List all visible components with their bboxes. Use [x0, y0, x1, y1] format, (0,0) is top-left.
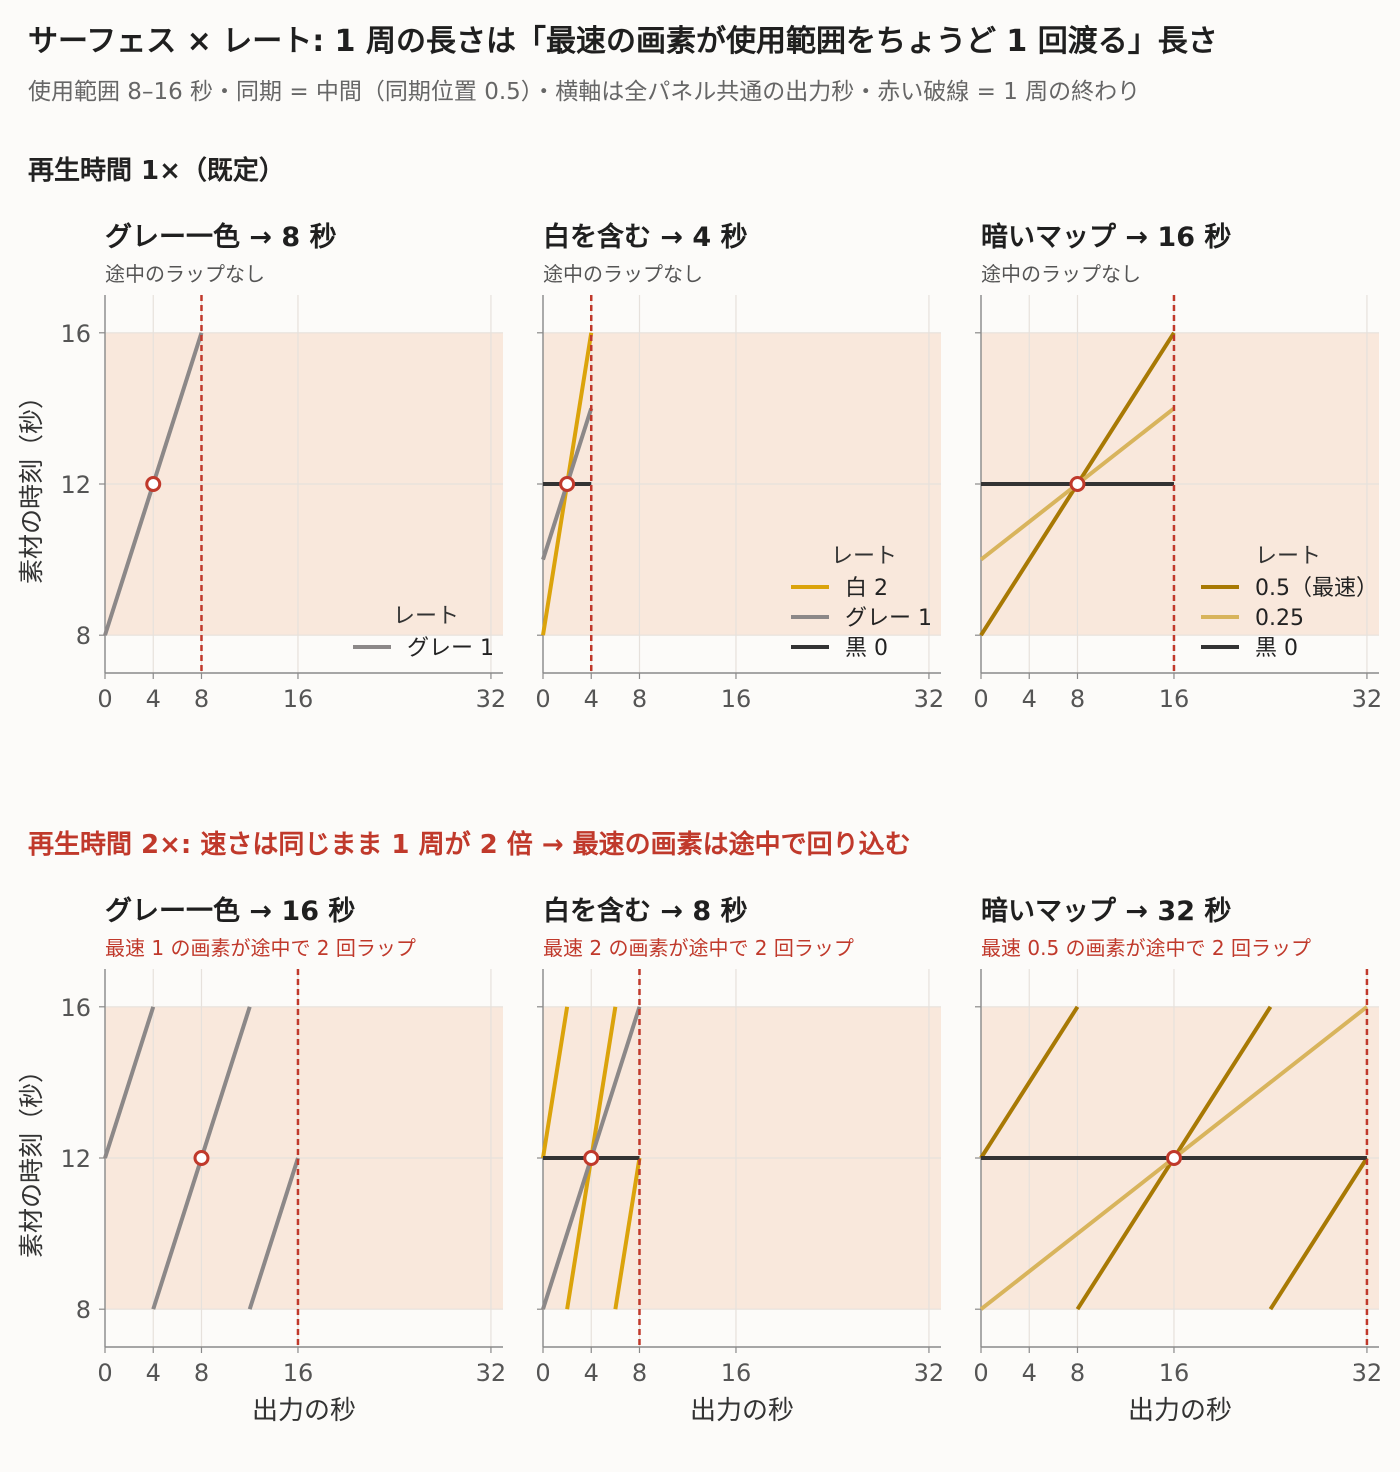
- x-tick-label: 32: [914, 1359, 945, 1387]
- x-tick-label: 16: [1159, 1359, 1190, 1387]
- x-tick-label: 8: [632, 1359, 647, 1387]
- legend: レート 0.5（最速） 0.25 黒 0: [1201, 544, 1378, 661]
- chart-panel-4: グレー一色 → 16 秒最速 1 の画素が途中で 2 回ラップ 0 4 8 16 32 8 1…: [17, 895, 506, 1426]
- legend-title: レート: [1255, 544, 1321, 569]
- legend-title: レート: [393, 604, 459, 629]
- legend-label: グレー 1: [407, 636, 494, 661]
- series-line: [1268, 1156, 1369, 1311]
- y-tick-label: 12: [60, 471, 91, 499]
- x-tick-label: 8: [632, 685, 647, 713]
- x-tick-label: 8: [1070, 685, 1085, 713]
- sync-point-marker: [583, 1150, 600, 1166]
- panel-title: 暗いマップ → 16 秒: [981, 222, 1231, 253]
- x-axis-label: 出力の秒: [1128, 1396, 1232, 1426]
- x-tick-label: 0: [97, 1359, 112, 1387]
- row-title-2x: 再生時間 2×: 速さは同じまま 1 周が 2 倍 → 最速の画素は途中で回り込…: [28, 830, 911, 860]
- chart-panel-5: 白を含む → 8 秒最速 2 の画素が途中で 2 回ラップ 0 4 8 16 32 出力の秒: [535, 895, 944, 1426]
- x-tick-label: 0: [535, 1359, 550, 1387]
- panel-subtitle: 最速 1 の画素が途中で 2 回ラップ: [105, 936, 416, 960]
- x-tick-label: 0: [973, 1359, 988, 1387]
- y-tick-label: 12: [60, 1145, 91, 1173]
- x-tick-label: 8: [194, 1359, 209, 1387]
- x-tick-label: 4: [146, 685, 161, 713]
- legend-label: 黒 0: [845, 636, 888, 661]
- x-tick-label: 16: [721, 685, 752, 713]
- series-line: [541, 1006, 570, 1159]
- legend-label: 0.5（最速）: [1255, 576, 1378, 601]
- sync-point-marker: [559, 476, 576, 492]
- x-tick-label: 8: [194, 685, 209, 713]
- panel-title: 白を含む → 8 秒: [543, 895, 748, 927]
- panel-subtitle: 最速 2 の画素が途中で 2 回ラップ: [543, 936, 854, 960]
- page-title: サーフェス × レート: 1 周の長さは「最速の画素が使用範囲をちょうど 1 回…: [28, 24, 1218, 59]
- x-tick-label: 4: [1022, 685, 1037, 713]
- series-line: [247, 1157, 300, 1310]
- panel-subtitle: 途中のラップなし: [981, 262, 1141, 286]
- x-tick-label: 16: [721, 1359, 752, 1387]
- row-title-1x: 再生時間 1×（既定）: [28, 156, 285, 186]
- legend-label: グレー 1: [845, 606, 932, 631]
- x-tick-label: 32: [1352, 1359, 1383, 1387]
- series-line: [979, 1005, 1080, 1160]
- panel-title: 暗いマップ → 32 秒: [981, 896, 1231, 927]
- series-line: [103, 1006, 156, 1159]
- y-axis-label: 素材の時刻（秒）: [17, 1058, 46, 1258]
- x-tick-label: 0: [535, 685, 550, 713]
- legend-title: レート: [831, 544, 897, 569]
- panel-title: グレー一色 → 16 秒: [105, 895, 355, 927]
- x-tick-label: 16: [283, 1359, 314, 1387]
- x-tick-label: 16: [1159, 685, 1190, 713]
- x-tick-label: 4: [146, 1359, 161, 1387]
- sync-point-marker: [1165, 1150, 1182, 1166]
- y-tick-label: 8: [76, 1296, 91, 1324]
- x-tick-label: 32: [1352, 685, 1383, 713]
- x-tick-label: 4: [1022, 1359, 1037, 1387]
- x-tick-label: 0: [973, 685, 988, 713]
- panel-subtitle: 最速 0.5 の画素が途中で 2 回ラップ: [981, 936, 1311, 960]
- series-line: [613, 1157, 642, 1310]
- x-tick-label: 32: [914, 685, 945, 713]
- x-tick-label: 8: [1070, 1359, 1085, 1387]
- x-axis-label: 出力の秒: [252, 1396, 356, 1426]
- y-axis-label: 素材の時刻（秒）: [17, 384, 46, 584]
- panel-title: グレー一色 → 8 秒: [105, 221, 337, 253]
- x-tick-label: 4: [584, 685, 599, 713]
- sync-point-marker: [145, 476, 162, 492]
- panel-subtitle: 途中のラップなし: [105, 262, 265, 286]
- x-tick-label: 32: [476, 1359, 507, 1387]
- x-tick-label: 32: [476, 685, 507, 713]
- legend-label: 白 2: [845, 576, 888, 601]
- y-tick-label: 8: [76, 622, 91, 650]
- x-tick-label: 16: [283, 685, 314, 713]
- page-subtitle: 使用範囲 8–16 秒・同期 = 中間（同期位置 0.5）・横軸は全パネル共通の…: [28, 79, 1141, 105]
- sync-point-marker: [1069, 476, 1086, 492]
- x-tick-label: 4: [584, 1359, 599, 1387]
- sync-point-marker: [193, 1150, 210, 1166]
- panel-subtitle: 途中のラップなし: [543, 262, 703, 286]
- x-axis-label: 出力の秒: [690, 1396, 794, 1426]
- legend-label: 0.25: [1255, 606, 1304, 631]
- legend-label: 黒 0: [1255, 636, 1298, 661]
- chart-panel-6: 暗いマップ → 32 秒最速 0.5 の画素が途中で 2 回ラップ 0 4 8 16 32…: [973, 896, 1382, 1426]
- y-tick-label: 16: [60, 320, 91, 348]
- y-tick-label: 16: [60, 994, 91, 1022]
- x-tick-label: 0: [97, 685, 112, 713]
- panel-title: 白を含む → 4 秒: [543, 221, 748, 253]
